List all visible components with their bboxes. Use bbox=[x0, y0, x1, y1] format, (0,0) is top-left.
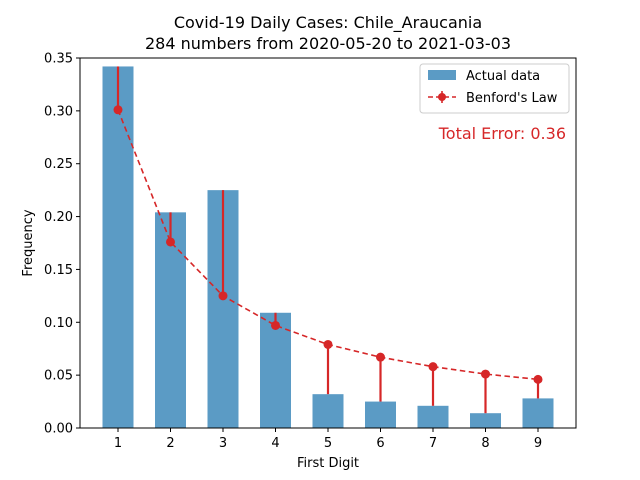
x-tick-label-2: 2 bbox=[166, 436, 174, 451]
total-error-annotation: Total Error: 0.36 bbox=[438, 124, 566, 143]
legend: Actual data Benford's Law bbox=[419, 63, 570, 114]
x-axis-label: First Digit bbox=[297, 456, 359, 471]
y-tick-label-0.25: 0.25 bbox=[44, 157, 73, 172]
bar-actual-8 bbox=[470, 413, 501, 428]
legend-label-actual: Actual data bbox=[466, 69, 540, 84]
legend-label-benford: Benford's Law bbox=[466, 91, 558, 106]
x-tick-label-9: 9 bbox=[534, 436, 542, 451]
x-tick-label-3: 3 bbox=[219, 436, 227, 451]
plot-area: 0.00 0.05 0.10 0.15 0.20 0.25 0.30 0.35 1 2 3 4 5 6 7 8… bbox=[44, 52, 554, 451]
bar-actual-7 bbox=[417, 405, 449, 428]
y-tick-label-0.20: 0.20 bbox=[44, 210, 73, 225]
bar-actual-4 bbox=[260, 312, 291, 428]
y-tick-label-0.00: 0.00 bbox=[44, 422, 73, 437]
chart-subtitle: 284 numbers from 2020-05-20 to 2021-03-0… bbox=[145, 34, 511, 53]
legend-swatch-benford-marker bbox=[438, 93, 446, 101]
x-tick-label-4: 4 bbox=[271, 436, 279, 451]
benford-point-5 bbox=[323, 339, 333, 349]
y-tick-label-0.05: 0.05 bbox=[44, 369, 73, 384]
chart-title: Covid-19 Daily Cases: Chile_Araucania bbox=[174, 13, 482, 33]
y-tick-label-0.10: 0.10 bbox=[44, 316, 73, 331]
benford-point-6 bbox=[376, 352, 385, 362]
legend-swatch-actual bbox=[428, 70, 456, 80]
y-tick-label-0.15: 0.15 bbox=[44, 263, 73, 278]
benford-point-7 bbox=[428, 362, 438, 372]
benford-point-1 bbox=[113, 105, 123, 115]
y-axis-label: Frequency bbox=[21, 209, 36, 276]
x-tick-label-5: 5 bbox=[324, 436, 332, 451]
benford-point-4 bbox=[271, 320, 280, 330]
x-tick-label-7: 7 bbox=[429, 436, 437, 451]
x-tick-label-6: 6 bbox=[376, 436, 384, 451]
y-tick-label-0.35: 0.35 bbox=[44, 52, 73, 67]
bar-actual-2 bbox=[155, 212, 186, 428]
bar-actual-6 bbox=[365, 401, 396, 428]
bar-actual-5 bbox=[312, 394, 344, 428]
bar-actual-1 bbox=[102, 66, 134, 428]
axes-frame bbox=[79, 57, 577, 429]
x-tick-label-8: 8 bbox=[481, 436, 489, 451]
benford-point-8 bbox=[481, 369, 490, 379]
bar-actual-9 bbox=[522, 398, 554, 428]
benford-point-2 bbox=[166, 237, 175, 247]
legend-box bbox=[419, 63, 570, 114]
benford-point-9 bbox=[533, 374, 543, 384]
x-tick-label-1: 1 bbox=[114, 436, 122, 451]
benford-point-3 bbox=[218, 291, 228, 301]
y-tick-label-0.30: 0.30 bbox=[44, 104, 73, 119]
